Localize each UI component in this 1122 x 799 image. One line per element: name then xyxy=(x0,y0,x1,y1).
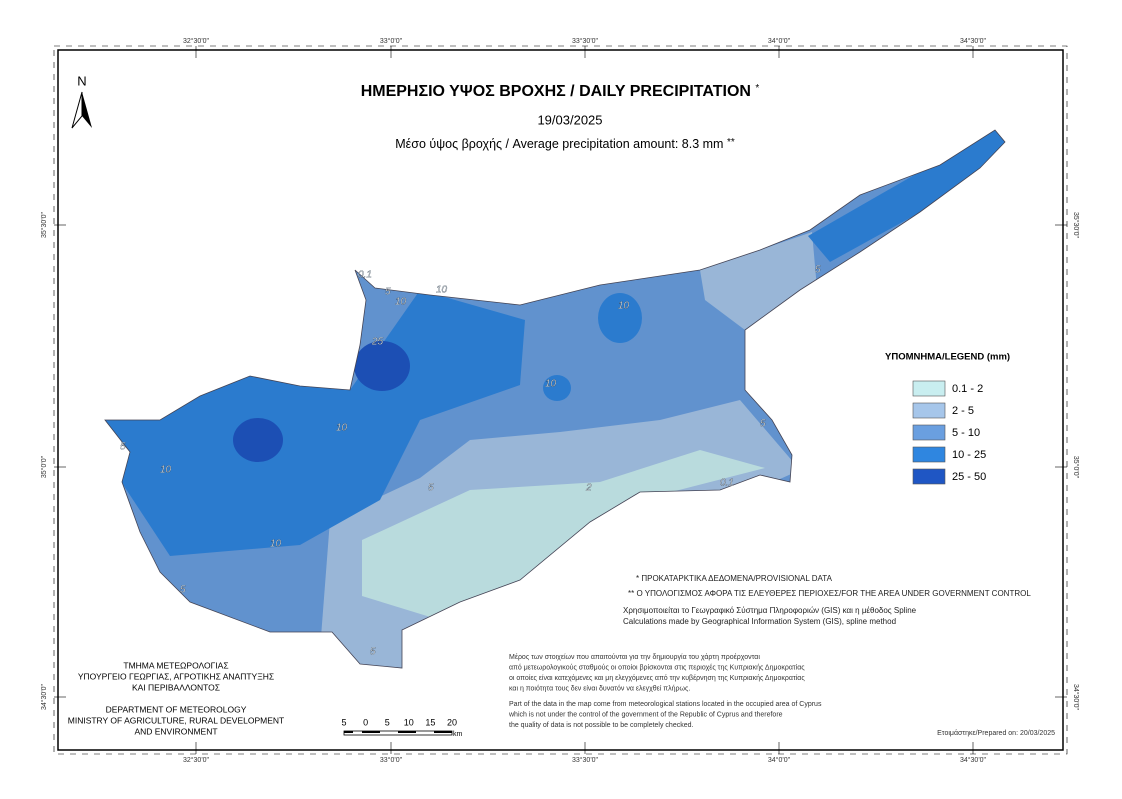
legend-swatch xyxy=(912,402,946,419)
longitude-label: 32°30'0" xyxy=(183,37,210,45)
longitude-label: 34°0'0" xyxy=(768,756,791,764)
scale-bar-segment xyxy=(434,731,452,733)
scale-label: 15 xyxy=(425,717,435,727)
contour-label: 5 xyxy=(385,287,391,298)
scale-bar-segment xyxy=(344,731,353,733)
scale-label: 10 xyxy=(404,717,414,727)
north-arrow-right xyxy=(82,92,92,128)
latitude-label: 35°30'0" xyxy=(40,211,48,238)
zone-10-25 xyxy=(543,375,571,401)
zone-25-50 xyxy=(354,341,410,391)
latitude-label: 35°0'0" xyxy=(1072,456,1080,479)
contour-label: 25 xyxy=(371,337,384,348)
contour-label: 10 xyxy=(395,297,407,308)
legend-label: 25 - 50 xyxy=(952,471,986,483)
disclaimer-line: οι οποίες είναι κατεχόμενες και μη ελεγχ… xyxy=(509,674,805,682)
legend-swatch xyxy=(912,446,946,463)
legend-label: 5 - 10 xyxy=(952,427,980,439)
longitude-label: 33°30'0" xyxy=(572,37,599,45)
legend: ΥΠΟΜΝΗΜΑ/LEGEND (mm) 0.1 - 2 2 - 5 5 - 10 1… xyxy=(885,352,1010,485)
contour-label: 0.1 xyxy=(358,270,372,281)
zone-25-50 xyxy=(233,418,283,462)
zone-10-25 xyxy=(808,130,1005,262)
contour-label: 5 xyxy=(760,419,766,430)
organisation-line: MINISTRY OF AGRICULTURE, RURAL DEVELOPME… xyxy=(68,715,284,725)
longitude-label: 34°30'0" xyxy=(960,37,987,45)
contour-label: 10 xyxy=(545,379,557,390)
disclaimer-line: και η ποιότητα τους δεν είναι δυνατόν να… xyxy=(509,684,690,692)
zone-10-25 xyxy=(105,290,525,556)
organisation-line: AND ENVIRONMENT xyxy=(134,726,217,736)
contour-label: 0.1 xyxy=(720,478,734,489)
map-title: ΗΜΕΡΗΣΙΟ ΥΨΟΣ ΒΡΟΧΗΣ / DAILY PRECIPITATI… xyxy=(361,83,760,101)
latitude-label: 35°0'0" xyxy=(40,455,48,478)
contour-label: 2 xyxy=(585,483,592,494)
longitude-label: 33°0'0" xyxy=(380,37,403,45)
contour-label: 5 xyxy=(120,442,126,453)
map-date: 19/03/2025 xyxy=(537,112,602,127)
scale-label: 0 xyxy=(363,717,368,727)
latitude-label: 34°30'0" xyxy=(1072,684,1080,711)
scale-unit: km xyxy=(453,731,463,738)
contour-label: 5 xyxy=(428,483,434,494)
north-label: N xyxy=(77,73,86,88)
prepared-date: Ετοιμάστηκε/Prepared on: 20/03/2025 xyxy=(937,729,1055,737)
legend-swatch xyxy=(912,380,946,397)
disclaimer: Μέρος των στοιχείων που απαιτούνται για … xyxy=(508,653,822,729)
north-arrow: N xyxy=(71,73,92,129)
disclaimer-line: Μέρος των στοιχείων που απαιτούνται για … xyxy=(509,653,760,661)
contour-label: 5 xyxy=(815,265,821,276)
longitude-label: 33°0'0" xyxy=(380,756,403,764)
legend-swatch xyxy=(912,468,946,485)
latitude-label: 34°30'0" xyxy=(40,683,48,710)
north-arrow-left xyxy=(71,91,83,129)
legend-label: 0.1 - 2 xyxy=(952,383,983,395)
latitude-label: 35°30'0" xyxy=(1072,212,1080,239)
contour-label: 10 xyxy=(336,423,348,434)
graticule-border xyxy=(53,45,1068,755)
average-amount: Μέσο ύψος βροχής / Average precipitation… xyxy=(395,137,735,152)
note-area: ** Ο ΥΠΟΛΟΓΙΣΜΟΣ ΑΦΟΡΑ ΤΙΣ ΕΛΕΥΘΕΡΕΣ ΠΕΡ… xyxy=(628,589,1031,598)
legend-title: ΥΠΟΜΝΗΜΑ/LEGEND (mm) xyxy=(885,352,1010,363)
precipitation-surface xyxy=(105,130,1005,668)
legend-swatch xyxy=(912,424,946,441)
contour-label: 10 xyxy=(436,285,448,296)
note-method: Calculations made by Geographical Inform… xyxy=(623,617,896,626)
scale-bar: 5 0 5 10 15 20 km xyxy=(341,717,462,737)
longitude-label: 33°30'0" xyxy=(572,756,599,764)
note-method: Χρησιμοποιείται το Γεωγραφικό Σύστημα Πλ… xyxy=(623,606,917,615)
disclaimer-line: από μετεωρολογικούς σταθμούς οι οποίοι β… xyxy=(509,663,805,671)
longitude-label: 34°0'0" xyxy=(768,37,791,45)
scale-label: 5 xyxy=(385,717,390,727)
scale-label: 5 xyxy=(341,717,346,727)
scale-bar-segment xyxy=(398,731,416,733)
zone-10-25 xyxy=(598,293,642,343)
contour-label: 10 xyxy=(160,465,172,476)
organisation-line: ΥΠΟΥΡΓΕΙΟ ΓΕΩΡΓΙΑΣ, ΑΓΡΟΤΙΚΗΣ ΑΝΑΠΤΥΞΗΣ xyxy=(78,671,274,681)
scale-label: 20 xyxy=(447,717,457,727)
disclaimer-line: the quality of data is not possible to b… xyxy=(509,722,693,729)
organisation-line: ΤΜΗΜΑ ΜΕΤΕΩΡΟΛΟΓΙΑΣ xyxy=(123,660,228,670)
longitude-label: 32°30'0" xyxy=(183,756,210,764)
contour-label: 10 xyxy=(270,539,282,550)
disclaimer-line: which is not under the control of the go… xyxy=(508,711,783,718)
graticule-labels: 32°30'0" 32°30'0" 33°0'0" 33°0'0" 33°30'0" 33… xyxy=(40,37,1080,764)
longitude-label: 34°30'0" xyxy=(960,756,987,764)
map-frame xyxy=(57,49,1064,751)
organisation-line: DEPARTMENT OF METEOROLOGY xyxy=(106,704,247,714)
contour-labels: 10 25 10 5 10 10 5 2 0.1 5 10 5 5 10 5 0… xyxy=(120,264,821,658)
disclaimer-line: Part of the data in the map come from me… xyxy=(509,701,822,708)
organisation-line: ΚΑΙ ΠΕΡΙΒΑΛΛΟΝΤΟΣ xyxy=(132,682,220,692)
legend-label: 2 - 5 xyxy=(952,405,974,417)
contour-label: 5 xyxy=(180,585,186,596)
contour-label: 10 xyxy=(618,301,630,312)
scale-bar-segment xyxy=(362,731,380,733)
legend-label: 10 - 25 xyxy=(952,449,986,461)
contour-label: 5 xyxy=(370,647,376,658)
note-provisional: * ΠΡΟΚΑΤΑΡΚΤΙΚΑ ΔΕΔΟΜΕΝΑ/PROVISIONAL DAT… xyxy=(636,574,833,583)
